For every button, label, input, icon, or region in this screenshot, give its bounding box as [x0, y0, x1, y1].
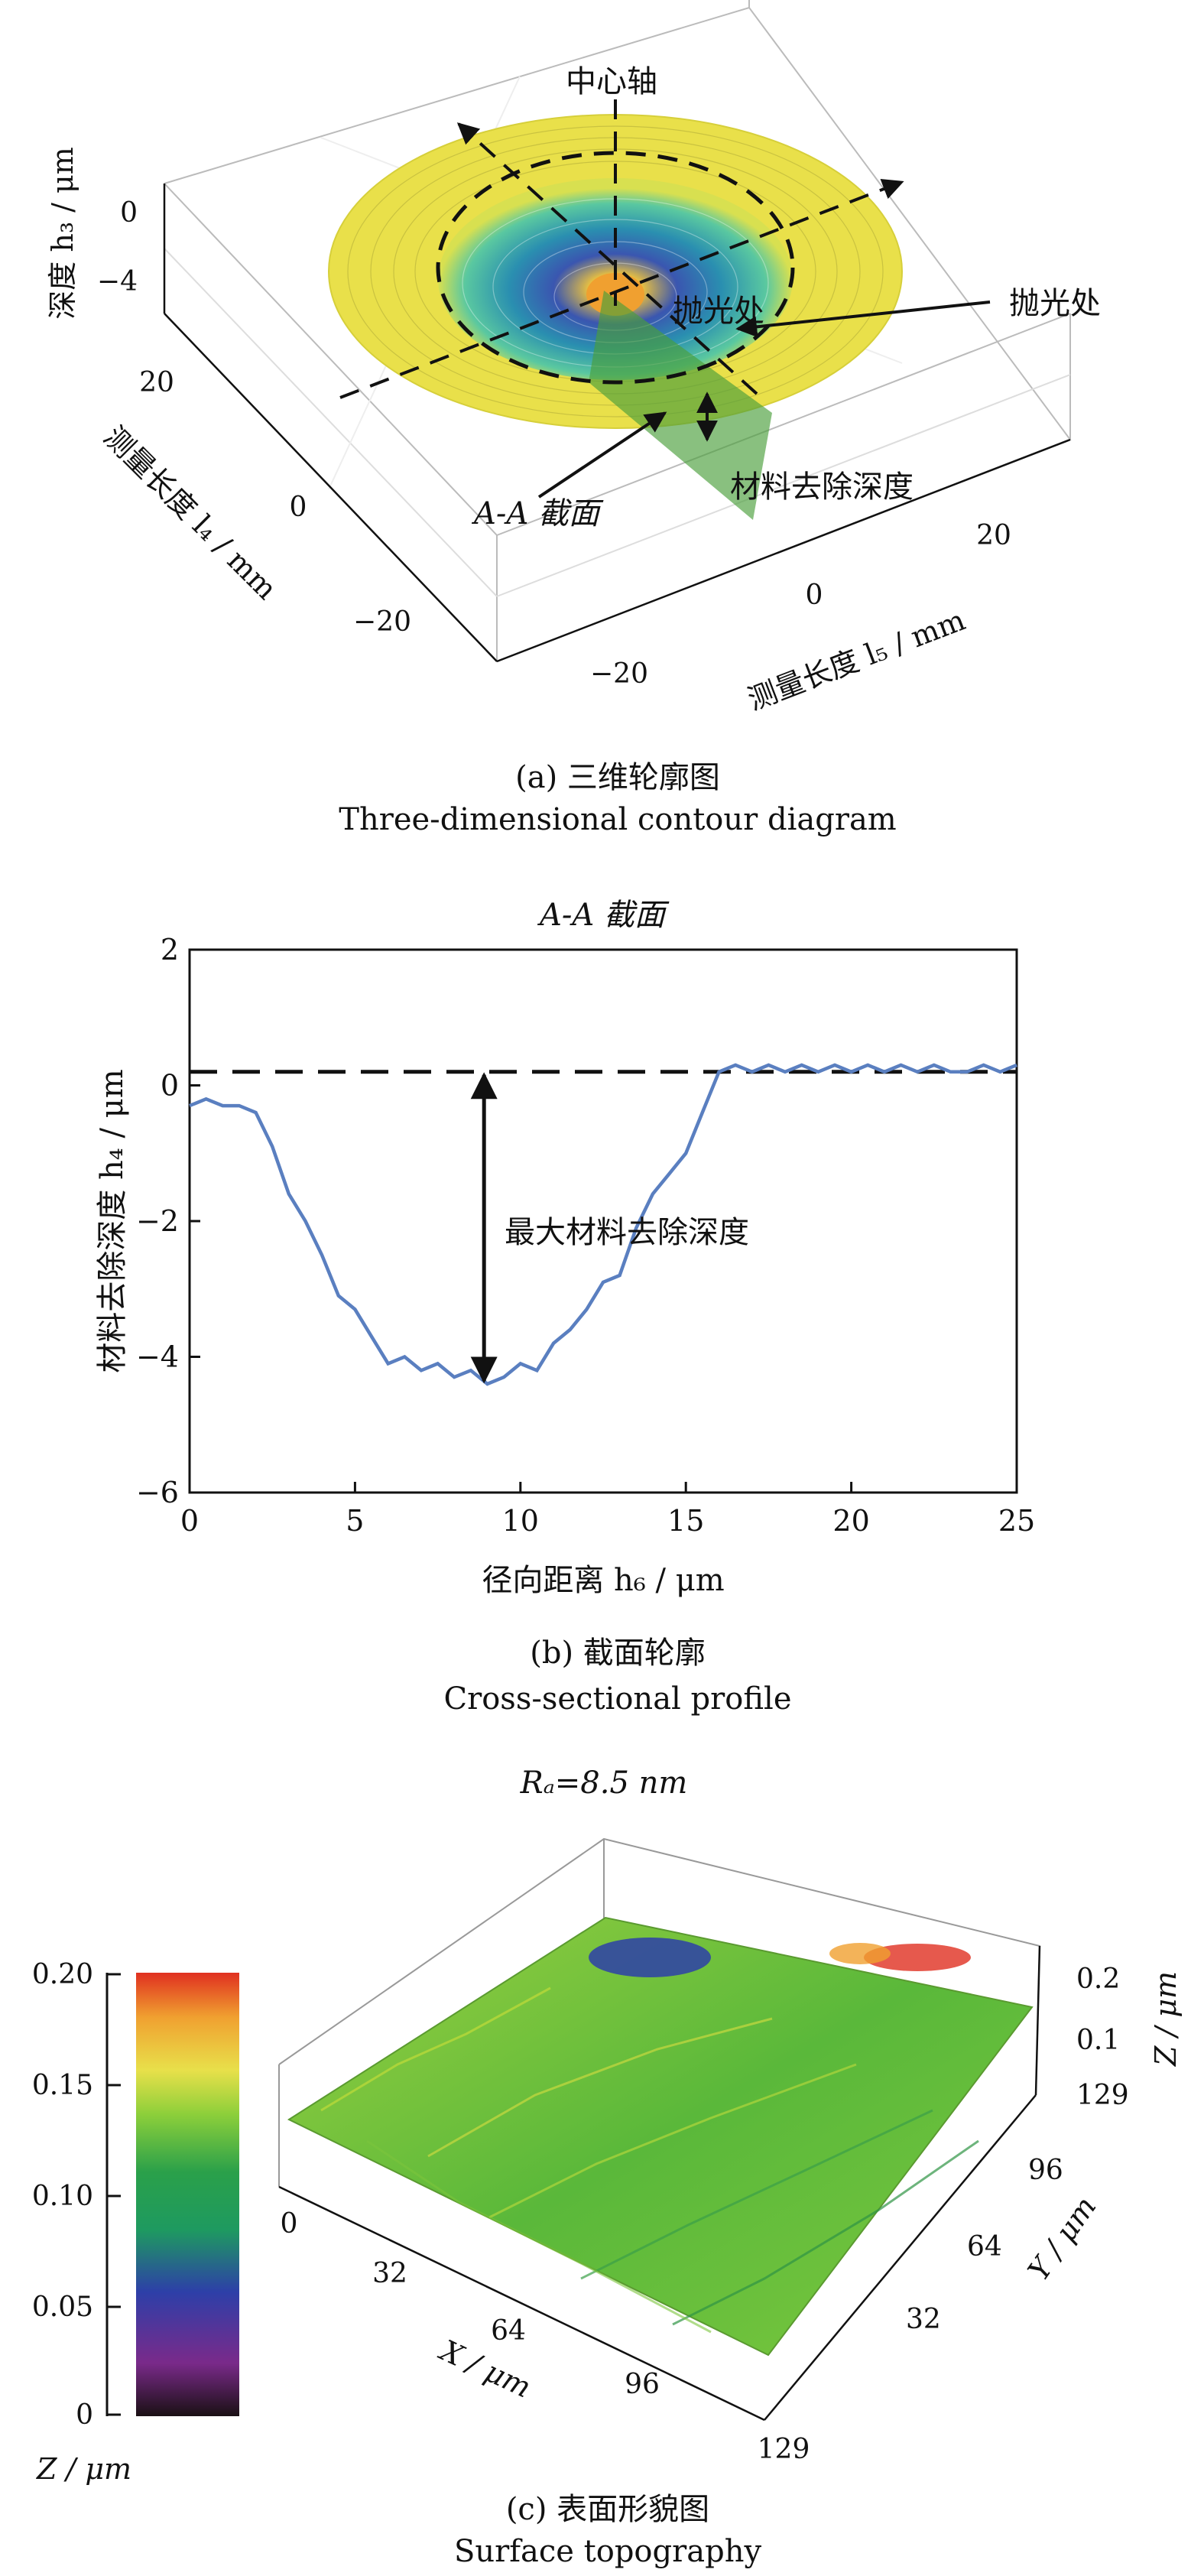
- surface-low-region: [589, 1938, 711, 1977]
- c-y-tick-2: 96: [1028, 2155, 1063, 2186]
- chart-title: A-A 截面: [537, 898, 670, 933]
- y-tick-label: 0: [161, 1069, 179, 1103]
- section-arrow: [537, 411, 667, 499]
- x-tick-label: 25: [998, 1504, 1035, 1538]
- c-y-tick-1: 64: [967, 2231, 1002, 2263]
- polish-outer-label: 抛光处: [1009, 286, 1101, 321]
- x-tick-label: 20: [832, 1504, 869, 1538]
- section-label: A-A 截面: [471, 496, 604, 531]
- y-tick-label: 2: [161, 933, 179, 966]
- y-tick-0: 0: [290, 492, 307, 523]
- surface-texture: [320, 1986, 979, 2334]
- panel-a-z-label: 深度 h₃ / μm: [46, 147, 80, 319]
- c-x-tick-0: 0: [281, 2208, 298, 2240]
- removal-depth-label: 材料去除深度: [730, 469, 914, 505]
- x-tick-label: 10: [502, 1504, 539, 1538]
- y-tick-neg20: −20: [353, 606, 411, 638]
- panel-c-z-ticks: 0.2 0.1: [1076, 1964, 1120, 2056]
- panel-c-y-label: Y / μm: [1021, 2191, 1102, 2287]
- x-ticks: 0 5 10 15 20 25: [180, 1482, 1035, 1538]
- x-tick-0: 0: [806, 580, 823, 611]
- panel-a-y-label: 测量长度 l₄ / mm: [97, 420, 284, 606]
- panel-c-title: Rₐ=8.5 nm: [520, 1766, 688, 1801]
- z-tick-neg4: −4: [97, 266, 138, 297]
- y-tick-label: −6: [136, 1476, 179, 1509]
- panel-c-y-ticks: 32 64 96 129: [906, 2080, 1129, 2335]
- x-tick-20: 20: [976, 520, 1011, 551]
- polish-boundary: [436, 151, 795, 385]
- section-plane: [589, 291, 772, 520]
- x-tick-label: 0: [180, 1504, 199, 1538]
- x-tick-neg20: −20: [590, 658, 648, 690]
- panel-a-caption-cn: (a) 三维轮廓图: [515, 760, 720, 795]
- c-x-tick-3: 96: [625, 2369, 660, 2400]
- c-y-tick-3: 129: [1076, 2080, 1129, 2111]
- panel-a: 中心轴 抛光处 抛光处 A-A 截面 材料去除深度 0 −4 深度 h₃ / μ…: [46, 0, 1101, 837]
- colorbar-ticks: 0.20 0.15 0.10 0.05 0: [32, 1959, 93, 2431]
- polish-arrow: [735, 300, 991, 338]
- c-z-tick-0: 0.2: [1076, 1964, 1120, 1995]
- cross-axis-line: [339, 178, 904, 399]
- panel-a-z-ticks: 0 −4: [97, 197, 138, 297]
- z-tick-0: 0: [120, 197, 138, 229]
- panel-c-caption-en: Surface topography: [454, 2534, 762, 2569]
- cb-tick-4: 0: [76, 2399, 93, 2431]
- polish-inner-label: 抛光处: [673, 294, 764, 329]
- y-tick-label: −2: [136, 1204, 179, 1238]
- colorbar: [136, 1973, 239, 2416]
- center-axis-line: [456, 122, 758, 395]
- c-x-tick-2: 64: [491, 2315, 526, 2347]
- panel-c: Rₐ=8.5 nm 0.20 0.15 0.10 0.05 0 Z / μm: [32, 1766, 1183, 2569]
- cb-tick-1: 0.15: [32, 2070, 93, 2101]
- x-tick-label: 5: [346, 1504, 364, 1538]
- profile-series-line: [189, 1063, 1017, 1386]
- panel-b-caption-en: Cross-sectional profile: [444, 1681, 792, 1717]
- chart-x-label: 径向距离 h₆ / μm: [482, 1563, 724, 1598]
- cb-tick-0: 0.20: [32, 1959, 93, 1990]
- panel-b-caption-cn: (b) 截面轮廓: [530, 1636, 706, 1671]
- surface-mid-region: [829, 1943, 891, 1964]
- y-tick-20: 20: [139, 367, 174, 398]
- colorbar-label: Z / μm: [36, 2452, 131, 2486]
- panel-a-x-label: 测量长度 l₅ / mm: [743, 603, 969, 716]
- panel-a-x-ticks: 20 0 −20: [590, 520, 1011, 690]
- panel-b: A-A 截面 20−2−4−6 0 5 10 15 20 25 最大材料去除深度 材料去除…: [95, 898, 1035, 1717]
- c-y-tick-0: 32: [906, 2304, 941, 2335]
- chart-y-label: 材料去除深度 h₄ / μm: [95, 1069, 130, 1372]
- x-tick-label: 15: [667, 1504, 704, 1538]
- c-x-tick-4: 129: [758, 2434, 810, 2465]
- panel-c-x-ticks: 0 32 64 96 129: [281, 2208, 810, 2465]
- cb-tick-2: 0.10: [32, 2181, 93, 2212]
- panel-a-y-ticks: 20 0 −20: [139, 367, 411, 638]
- y-tick-label: −4: [136, 1340, 179, 1374]
- panel-a-caption-en: Three-dimensional contour diagram: [339, 802, 896, 837]
- panel-c-axis-lines: [278, 1945, 1041, 2422]
- colorbar-tick-marks: [107, 1973, 121, 2416]
- y-ticks: 2 0 −2 −4 −6: [136, 933, 200, 1509]
- cb-tick-3: 0.05: [32, 2292, 93, 2323]
- panel-c-caption-cn: (c) 表面形貌图: [506, 2492, 709, 2527]
- c-x-tick-1: 32: [372, 2258, 407, 2289]
- surface-high-region: [864, 1944, 971, 1971]
- center-axis-label: 中心轴: [566, 64, 657, 99]
- c-z-tick-1: 0.1: [1076, 2025, 1120, 2056]
- panel-c-z-label: Z / μm: [1149, 1971, 1183, 2067]
- max-depth-label: 最大材料去除深度: [505, 1215, 749, 1250]
- panel-a-axis-lines: [163, 184, 1071, 663]
- surface-mesh: [287, 1916, 1034, 2357]
